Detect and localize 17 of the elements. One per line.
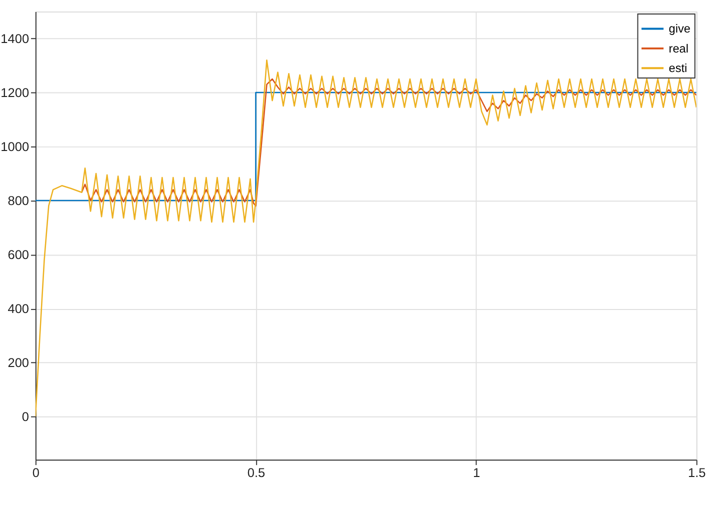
legend-label: esti [668, 61, 688, 76]
x-tick-label: 1.5 [688, 464, 706, 480]
y-tick-label: 800 [8, 192, 30, 208]
y-tick-label: 400 [8, 300, 30, 316]
legend-label: real [668, 41, 688, 56]
x-tick-label: 1 [472, 464, 480, 480]
y-tick-label: 1400 [0, 30, 30, 46]
y-tick-label: 1000 [0, 138, 30, 154]
y-tick-label: 1200 [0, 84, 30, 100]
y-tick-label: 0 [22, 408, 30, 424]
x-tick-label: 0.5 [247, 464, 266, 480]
line-series [81, 78, 696, 207]
y-tick-label: 600 [8, 246, 30, 262]
x-tick-label: 0 [32, 464, 40, 480]
legend-label: give [668, 22, 691, 36]
line-series [35, 59, 696, 418]
y-tick-label: 200 [8, 354, 30, 370]
